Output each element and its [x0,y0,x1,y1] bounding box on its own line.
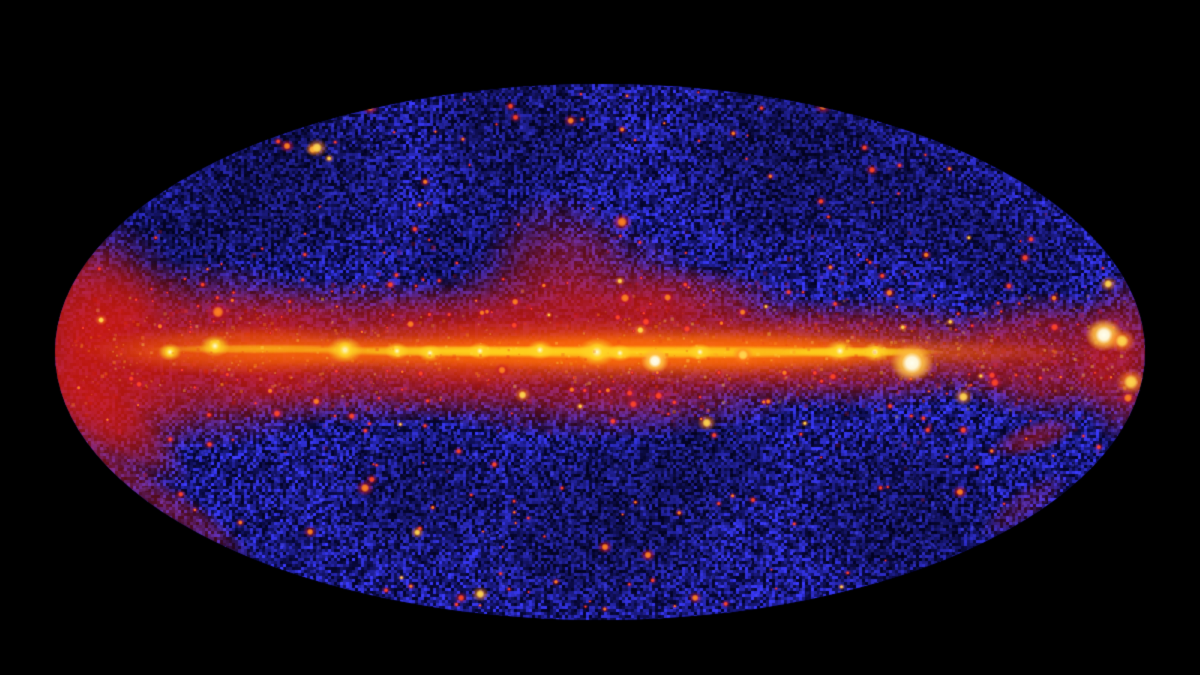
gamma-ray-sky-figure [0,0,1200,675]
gamma-ray-allsky-map [0,0,1200,675]
